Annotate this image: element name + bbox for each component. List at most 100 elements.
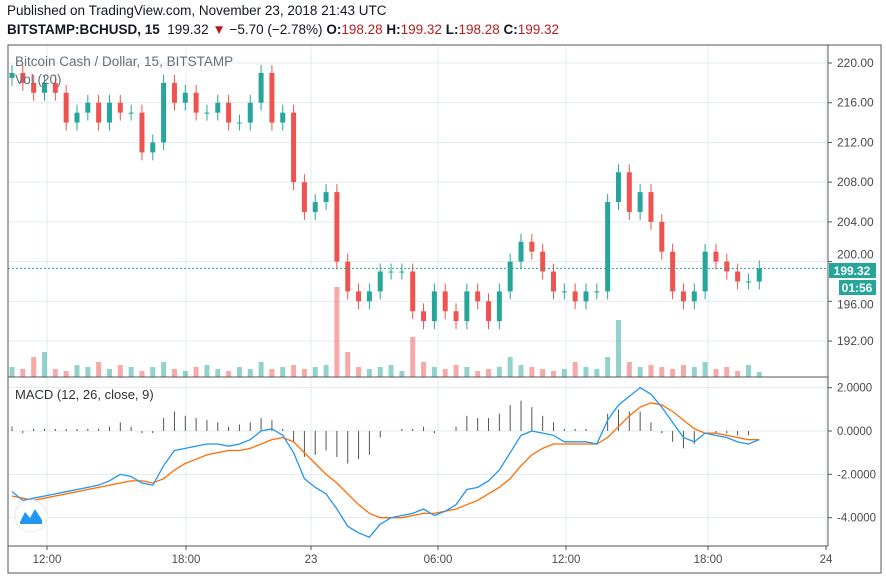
- price-tick-label: 208.00: [837, 175, 874, 189]
- volume-bar: [323, 365, 329, 377]
- volume-bar: [161, 362, 167, 377]
- time-tick-label: 06:00: [424, 554, 453, 566]
- candle-body: [626, 172, 632, 212]
- volume-bar: [74, 365, 80, 377]
- candle-body: [605, 202, 611, 292]
- volume-bar: [269, 369, 275, 377]
- candle-body: [96, 102, 102, 123]
- volume-bar: [496, 367, 502, 377]
- volume-bar: [301, 369, 307, 377]
- candle-body: [670, 251, 676, 292]
- volume-bar: [431, 367, 437, 377]
- macd-tick-label: 2.0000: [837, 383, 872, 395]
- candle-body: [312, 202, 318, 212]
- price-tick-label: 212.00: [837, 135, 874, 149]
- volume-bar: [421, 362, 427, 377]
- volume-bar: [31, 357, 37, 377]
- low-value: 198.28: [458, 22, 500, 37]
- candle-body: [680, 291, 686, 302]
- volume-bar: [475, 371, 481, 377]
- volume-bar: [226, 371, 232, 377]
- candle-body: [561, 291, 567, 293]
- price-tick-label: 200.00: [837, 248, 874, 262]
- candle-body: [226, 102, 232, 123]
- candle-body: [518, 241, 524, 262]
- candle-body: [85, 102, 91, 113]
- candle-body: [464, 291, 470, 322]
- candle-body: [572, 291, 578, 302]
- candle-body: [247, 102, 253, 123]
- volume-bar: [236, 367, 242, 377]
- volume-bar: [41, 352, 47, 377]
- candle-body: [63, 92, 69, 123]
- volume-bar: [204, 365, 210, 377]
- price-tick-label: 192.00: [837, 334, 874, 348]
- published-line: Published on TradingView.com, November 2…: [7, 3, 387, 18]
- candle-body: [193, 92, 199, 113]
- candle-body: [594, 291, 600, 293]
- volume-bar: [291, 365, 297, 377]
- volume-bar: [117, 365, 123, 377]
- volume-bar: [312, 367, 318, 377]
- change: −5.70 (−2.78%): [229, 22, 323, 37]
- volume-bar: [345, 352, 351, 377]
- candle-body: [323, 192, 329, 203]
- volume-bar: [442, 369, 448, 377]
- candle-body: [691, 291, 697, 302]
- candle-body: [702, 251, 708, 292]
- volume-bar: [724, 367, 730, 377]
- candle-body: [258, 72, 264, 103]
- candle-body: [648, 192, 654, 222]
- candle-body: [724, 261, 730, 272]
- volume-bar: [52, 369, 58, 377]
- volume-bar: [85, 367, 91, 377]
- candle-body: [334, 192, 340, 262]
- volume-bar: [139, 371, 145, 377]
- candle-body: [637, 192, 643, 212]
- candle-body: [475, 291, 481, 302]
- volume-bar: [356, 367, 362, 377]
- time-tick-label: 12:00: [33, 554, 62, 566]
- volume-bar: [605, 357, 611, 377]
- volume-bar: [735, 371, 741, 377]
- volume-bar: [9, 367, 15, 377]
- close-value: 199.32: [517, 22, 560, 37]
- volume-bar: [399, 371, 405, 377]
- candle-body: [745, 281, 751, 283]
- volume-bar: [583, 367, 589, 377]
- candle-body: [74, 112, 80, 123]
- candle-body: [52, 82, 58, 93]
- last-price-label: 199.32: [829, 263, 876, 278]
- candle-body: [236, 122, 242, 124]
- price-tick-label: 204.00: [837, 215, 874, 229]
- volume-bar: [388, 365, 394, 377]
- volume-bar: [680, 365, 686, 377]
- volume-bar: [551, 371, 556, 377]
- volume-bar: [648, 365, 654, 377]
- macd-line: [11, 386, 760, 538]
- volume-bar: [670, 369, 676, 377]
- tradingview-logo-icon[interactable]: [14, 499, 48, 533]
- macd-tick-label: -2.0000: [837, 469, 876, 481]
- candle-body: [529, 241, 535, 252]
- candle-body: [486, 301, 492, 322]
- countdown-label: 01:56: [839, 280, 876, 295]
- low-label: L:: [445, 22, 459, 37]
- svg-text:199.32: 199.32: [834, 264, 871, 278]
- time-tick-label: 12:00: [552, 554, 581, 566]
- last-price: 199.32: [167, 22, 209, 37]
- candle-body: [507, 261, 513, 292]
- high-value: 199.32: [400, 22, 442, 37]
- volume-bar: [507, 357, 513, 377]
- candle-body: [540, 251, 546, 272]
- candle-body: [345, 261, 351, 292]
- candle-body: [301, 182, 307, 212]
- volume-bar: [182, 371, 188, 377]
- volume-bar: [572, 362, 578, 377]
- candle-body: [182, 92, 188, 103]
- candle-body: [410, 271, 416, 312]
- volume-bar: [410, 337, 416, 377]
- volume-bar: [540, 369, 546, 377]
